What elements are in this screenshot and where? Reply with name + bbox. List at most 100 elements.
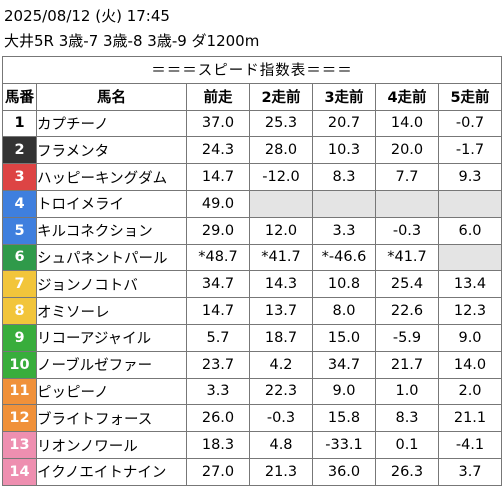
speed-index-cell: 28.0 [249,136,313,165]
table-row: 13 リオンノワール 18.3 4.8 -33.1 0.1 -4.1 [2,431,502,459]
speed-index-cell [438,243,502,272]
speed-index-cell: 12.0 [249,216,313,245]
table-body: 1 カプチーノ 37.0 25.3 20.7 14.0 -0.7 2 フラメンタ 24.3 28.0… [2,109,502,486]
speed-index-cell: 1.0 [375,377,439,406]
column-header: 4走前 [375,82,439,111]
speed-index-cell: 15.0 [312,323,376,352]
speed-index-cell: 13.7 [249,297,313,325]
speed-index-cell: 37.0 [186,109,250,138]
speed-index-cell: -0.7 [438,109,502,138]
speed-index-cell: 5.7 [186,323,250,352]
speed-index-cell: 3.3 [312,216,376,245]
speed-index-cell: 4.8 [249,431,313,459]
speed-index-cell: 14.0 [375,109,439,138]
table-row: 4 トロイメライ 49.0 [2,189,502,218]
speed-index-cell [312,189,376,218]
column-header: 前走 [186,82,250,111]
speed-index-cell: 22.6 [375,297,439,325]
speed-index-cell: 24.3 [186,136,250,165]
speed-index-cell: 13.4 [438,270,502,299]
horse-name-cell: ノーブルゼファー [36,350,187,379]
speed-index-cell: -1.7 [438,136,502,165]
race-datetime: 2025/08/12 (火) 17:45 [4,7,170,25]
speed-index-table: ＝＝＝スピード指数表＝＝＝ 馬番 馬名 前走 2走前 3走前 4走前 5走前 1… [2,56,502,486]
table-row: 12 ブライトフォース 26.0 -0.3 15.8 8.3 21.1 [2,404,502,433]
table-row: 3 ハッピーキングダム 14.7 -12.0 8.3 7.7 9.3 [2,163,502,191]
speed-index-cell: 0.1 [375,431,439,459]
speed-index-cell: 10.8 [312,270,376,299]
horse-name-cell: ブライトフォース [36,404,187,433]
speed-index-cell: 8.3 [312,163,376,191]
horse-number-cell: 2 [2,136,37,165]
speed-index-cell: 4.2 [249,350,313,379]
speed-index-cell: 18.3 [186,431,250,459]
table-row: 11 ピッピーノ 3.3 22.3 9.0 1.0 2.0 [2,377,502,406]
speed-index-cell: -0.3 [375,216,439,245]
horse-name-cell: イクノエイトナイン [36,457,187,486]
speed-index-cell: 23.7 [186,350,250,379]
table-header-row: 馬番 馬名 前走 2走前 3走前 4走前 5走前 [2,82,502,111]
speed-index-cell: 20.7 [312,109,376,138]
speed-index-cell: 14.7 [186,297,250,325]
table-title: ＝＝＝スピード指数表＝＝＝ [2,56,502,84]
horse-number-cell: 11 [2,377,37,406]
speed-index-cell: 8.0 [312,297,376,325]
horse-name-cell: ジョンノコトバ [36,270,187,299]
speed-index-cell: 26.0 [186,404,250,433]
horse-number-cell: 6 [2,243,37,272]
speed-index-cell: 3.3 [186,377,250,406]
speed-index-cell: 27.0 [186,457,250,486]
table-row: 10 ノーブルゼファー 23.7 4.2 34.7 21.7 14.0 [2,350,502,379]
speed-index-cell: 14.0 [438,350,502,379]
speed-index-cell: *-46.6 [312,243,376,272]
column-header: 3走前 [312,82,376,111]
column-header: 馬番 [2,82,37,111]
speed-index-cell: -12.0 [249,163,313,191]
speed-index-cell: *48.7 [186,243,250,272]
speed-index-cell [438,189,502,218]
speed-index-cell: 10.3 [312,136,376,165]
table-row: 7 ジョンノコトバ 34.7 14.3 10.8 25.4 13.4 [2,270,502,299]
speed-index-cell: 20.0 [375,136,439,165]
column-header: 2走前 [249,82,313,111]
speed-index-cell: 25.3 [249,109,313,138]
table-row: 2 フラメンタ 24.3 28.0 10.3 20.0 -1.7 [2,136,502,165]
speed-index-cell: -0.3 [249,404,313,433]
speed-index-cell: 21.3 [249,457,313,486]
speed-index-cell: 9.0 [312,377,376,406]
horse-number-cell: 14 [2,457,37,486]
speed-index-cell: 14.3 [249,270,313,299]
horse-name-cell: シュパネントパール [36,243,187,272]
horse-number-cell: 4 [2,189,37,218]
speed-index-cell: 25.4 [375,270,439,299]
speed-index-cell: 22.3 [249,377,313,406]
speed-index-cell: 6.0 [438,216,502,245]
speed-index-cell: -4.1 [438,431,502,459]
speed-index-cell: 12.3 [438,297,502,325]
race-info: 大井5R 3歳-7 3歳-8 3歳-9 ダ1200m [4,32,260,50]
speed-index-cell: 2.0 [438,377,502,406]
speed-index-cell: 21.7 [375,350,439,379]
table-row: 1 カプチーノ 37.0 25.3 20.7 14.0 -0.7 [2,109,502,138]
horse-number-cell: 7 [2,270,37,299]
speed-index-cell: 9.3 [438,163,502,191]
speed-index-cell: 34.7 [312,350,376,379]
speed-index-cell: -33.1 [312,431,376,459]
table-row: 8 オミソーレ 14.7 13.7 8.0 22.6 12.3 [2,297,502,325]
speed-index-cell: 8.3 [375,404,439,433]
horse-name-cell: カプチーノ [36,109,187,138]
speed-index-cell: 29.0 [186,216,250,245]
horse-name-cell: ピッピーノ [36,377,187,406]
horse-number-cell: 1 [2,109,37,138]
speed-index-cell: *41.7 [375,243,439,272]
horse-number-cell: 3 [2,163,37,191]
speed-index-cell: 36.0 [312,457,376,486]
speed-index-cell: 18.7 [249,323,313,352]
horse-number-cell: 5 [2,216,37,245]
speed-index-cell: 26.3 [375,457,439,486]
speed-index-cell: -5.9 [375,323,439,352]
table-row: 5 キルコネクション 29.0 12.0 3.3 -0.3 6.0 [2,216,502,245]
horse-number-cell: 12 [2,404,37,433]
speed-index-cell: 9.0 [438,323,502,352]
speed-index-cell [375,189,439,218]
